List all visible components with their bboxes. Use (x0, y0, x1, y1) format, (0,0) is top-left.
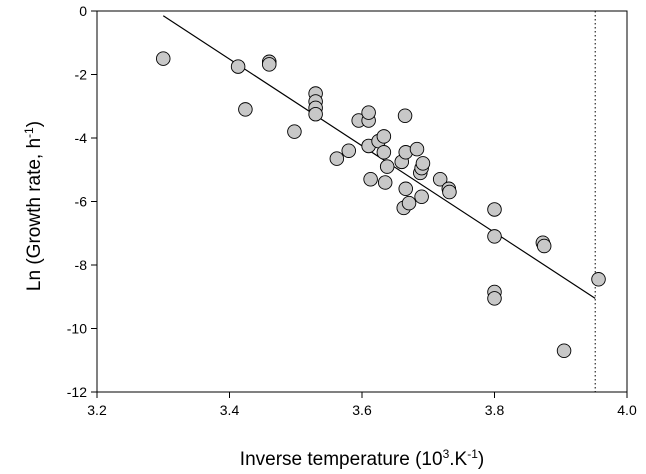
y-tick-label: 0 (79, 3, 87, 19)
y-tick-label: -12 (67, 384, 87, 400)
data-point (376, 145, 392, 160)
data-point (398, 181, 413, 197)
data-points (155, 51, 606, 358)
data-point (262, 57, 277, 72)
data-point (556, 343, 572, 358)
data-point (379, 159, 395, 174)
data-point (536, 238, 552, 254)
x-tick-label: 3.2 (87, 402, 107, 418)
data-point (230, 59, 246, 74)
y-axis-ticks: -12 -10 -8 -6 -4 -2 0 (67, 3, 97, 400)
y-tick-label: -2 (75, 67, 88, 83)
x-tick-label: 4.0 (617, 402, 637, 418)
data-point (376, 129, 392, 144)
data-point (377, 175, 393, 190)
data-point (409, 141, 425, 157)
y-tick-label: -4 (75, 130, 88, 146)
x-axis-label: Inverse temperature (103.K-1) (240, 447, 484, 470)
data-point (591, 272, 606, 287)
y-tick-label: -6 (75, 194, 88, 210)
data-point (415, 156, 431, 171)
data-point (487, 229, 502, 244)
data-point (442, 184, 457, 200)
x-tick-label: 3.6 (352, 402, 372, 418)
data-point (155, 51, 171, 66)
data-point (329, 151, 345, 166)
data-point (287, 124, 302, 139)
data-point (487, 291, 502, 306)
x-tick-label: 3.4 (220, 402, 240, 418)
plot-frame (96, 10, 628, 393)
data-point (308, 106, 323, 122)
data-point (363, 172, 378, 187)
x-axis-ticks: 3.2 3.4 3.6 3.8 4.0 (87, 392, 637, 418)
data-point (432, 172, 448, 187)
data-point (361, 105, 376, 120)
y-axis-label: Ln (Growth rate, h-1) (22, 121, 45, 291)
data-point (341, 143, 357, 158)
data-point (397, 108, 413, 124)
data-point (487, 202, 502, 217)
x-tick-label: 3.8 (485, 402, 505, 418)
data-point (401, 195, 417, 211)
y-tick-label: -8 (75, 257, 88, 273)
y-tick-label: -10 (67, 321, 87, 337)
data-point (238, 102, 253, 117)
data-point (414, 189, 429, 204)
